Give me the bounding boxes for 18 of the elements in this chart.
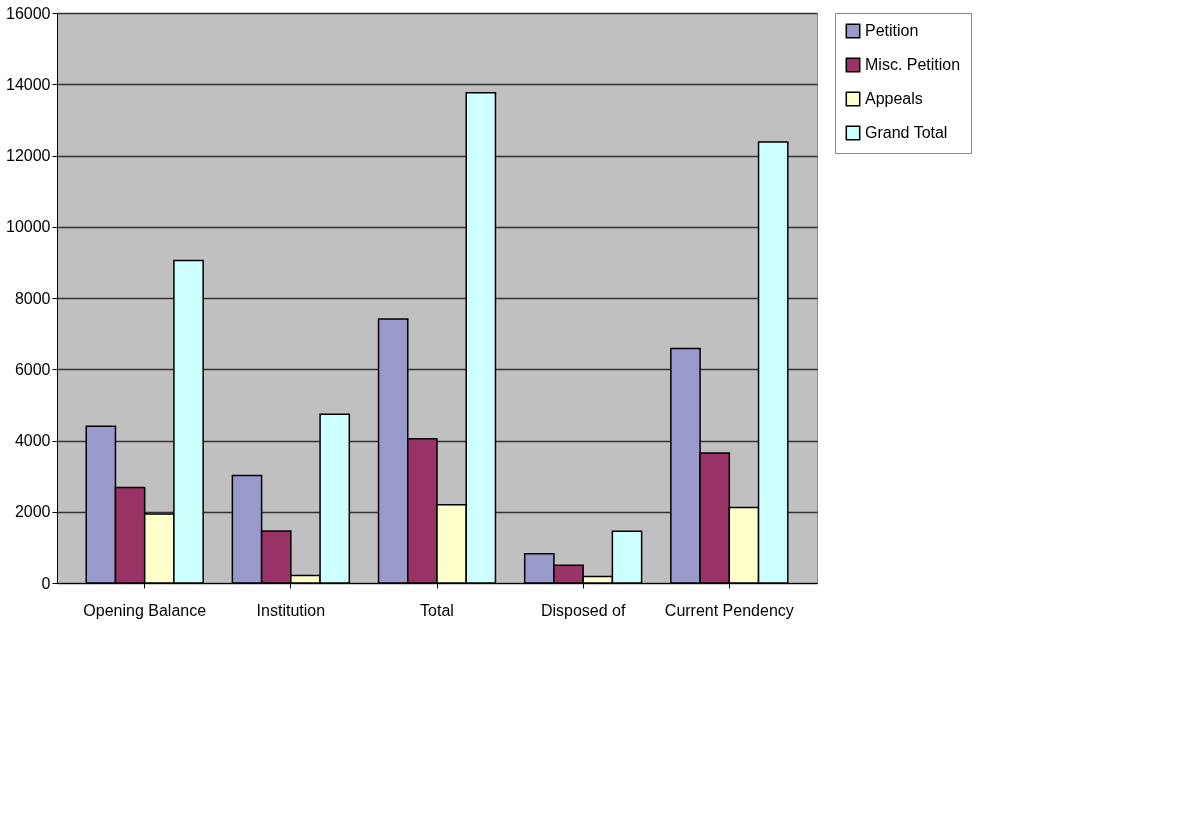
- x-tick-label: Current Pendency: [664, 601, 794, 619]
- y-tick-label: 12000: [6, 147, 51, 164]
- x-tick-label: Opening Balance: [83, 601, 207, 619]
- y-tick-label: 4000: [14, 432, 51, 449]
- legend-label: Appeals: [865, 90, 923, 107]
- legend-label: Petition: [865, 22, 919, 39]
- x-tick-label: Institution: [256, 601, 326, 619]
- y-tick-label: 8000: [14, 289, 51, 307]
- y-tick-label: 16000: [6, 4, 51, 22]
- legend-label: Grand Total: [865, 124, 948, 141]
- y-tick-label: 10000: [6, 218, 51, 236]
- x-tick-label: Disposed of: [540, 601, 626, 619]
- legend-label: Misc. Petition: [865, 56, 961, 73]
- y-tick-label: 6000: [14, 360, 51, 378]
- y-tick-label: 2000: [14, 503, 51, 521]
- x-tick-label: Total: [420, 601, 454, 619]
- y-tick-label: 14000: [6, 75, 51, 93]
- y-tick-label: 0: [41, 574, 51, 592]
